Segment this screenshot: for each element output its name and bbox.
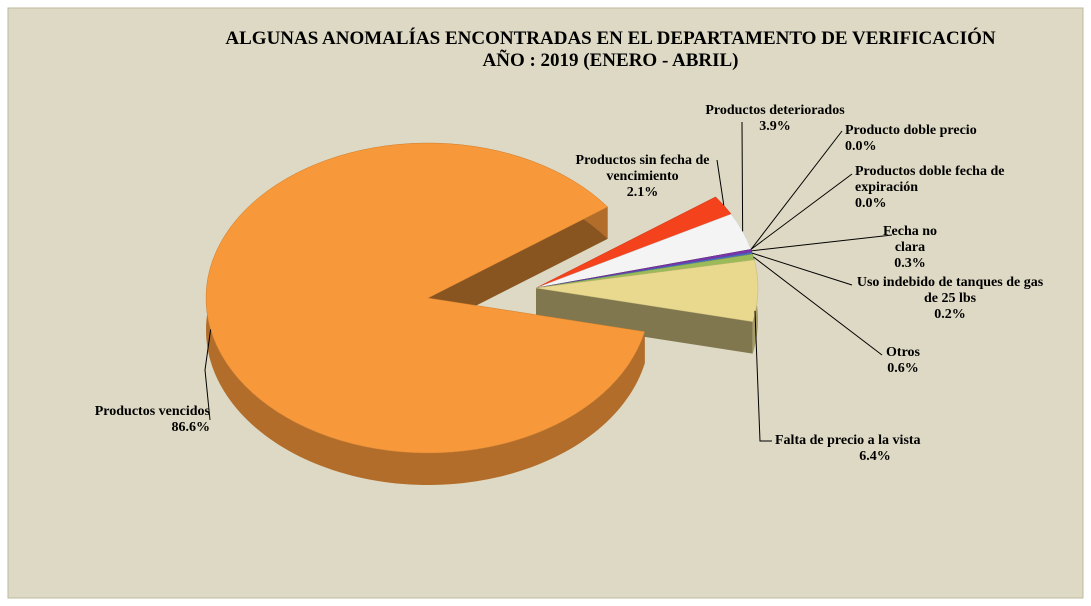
label-value: 86.6% — [171, 420, 211, 435]
slice — [205, 142, 646, 454]
leader-line — [741, 121, 744, 232]
chart-subtitle: AÑO : 2019 (ENERO - ABRIL) — [482, 50, 739, 71]
slice-face — [536, 288, 753, 354]
data-label: Producto doble precio 0.0% — [845, 123, 1015, 155]
label-name: Productos sin fecha de vencimiento — [575, 153, 710, 184]
label-name: Productos vencidos — [94, 404, 210, 419]
leader-line — [204, 329, 212, 421]
label-name: Fecha no clara — [882, 224, 938, 255]
data-label: Fecha no clara 0.3% — [880, 224, 940, 272]
leader-line — [750, 130, 843, 250]
label-name: Otros — [886, 345, 920, 360]
label-value: 0.2% — [934, 307, 966, 322]
data-label: Productos deteriorados 3.9% — [690, 103, 860, 135]
data-label: Falta de precio a la vista 6.4% — [775, 433, 975, 465]
label-name: Productos deteriorados — [705, 103, 845, 118]
slice — [535, 259, 759, 322]
leader-line — [752, 252, 853, 286]
label-value: 0.0% — [855, 196, 887, 211]
data-label: Productos doble fecha de expiración 0.0% — [855, 164, 1035, 212]
label-name: Producto doble precio — [845, 123, 977, 138]
label-name: Productos doble fecha de expiración — [855, 164, 1005, 195]
leader-line — [754, 310, 772, 442]
leader-line — [751, 234, 893, 252]
leader-line — [750, 173, 853, 250]
leader-line — [716, 159, 725, 206]
label-value: 2.1% — [626, 185, 659, 200]
label-value: 3.9% — [759, 119, 791, 134]
label-value: 0.6% — [887, 361, 919, 376]
chart-title: ALGUNAS ANOMALÍAS ENCONTRADAS EN EL DEPA… — [225, 28, 996, 49]
data-label: Otros 0.6% — [878, 345, 928, 377]
data-label: Productos sin fecha de vencimiento 2.1% — [560, 153, 725, 201]
data-label: Productos vencidos 86.6% — [60, 404, 210, 436]
label-value: 0.0% — [845, 139, 877, 154]
slice-face — [428, 206, 608, 330]
label-value: 6.4% — [859, 449, 891, 464]
label-name: Falta de precio a la vista — [775, 433, 921, 448]
data-label: Uso indebido de tanques de gas de 25 lbs… — [855, 275, 1045, 323]
label-name: Uso indebido de tanques de gas de 25 lbs — [856, 275, 1044, 306]
leader-line — [753, 256, 883, 356]
label-value: 0.3% — [894, 256, 926, 271]
